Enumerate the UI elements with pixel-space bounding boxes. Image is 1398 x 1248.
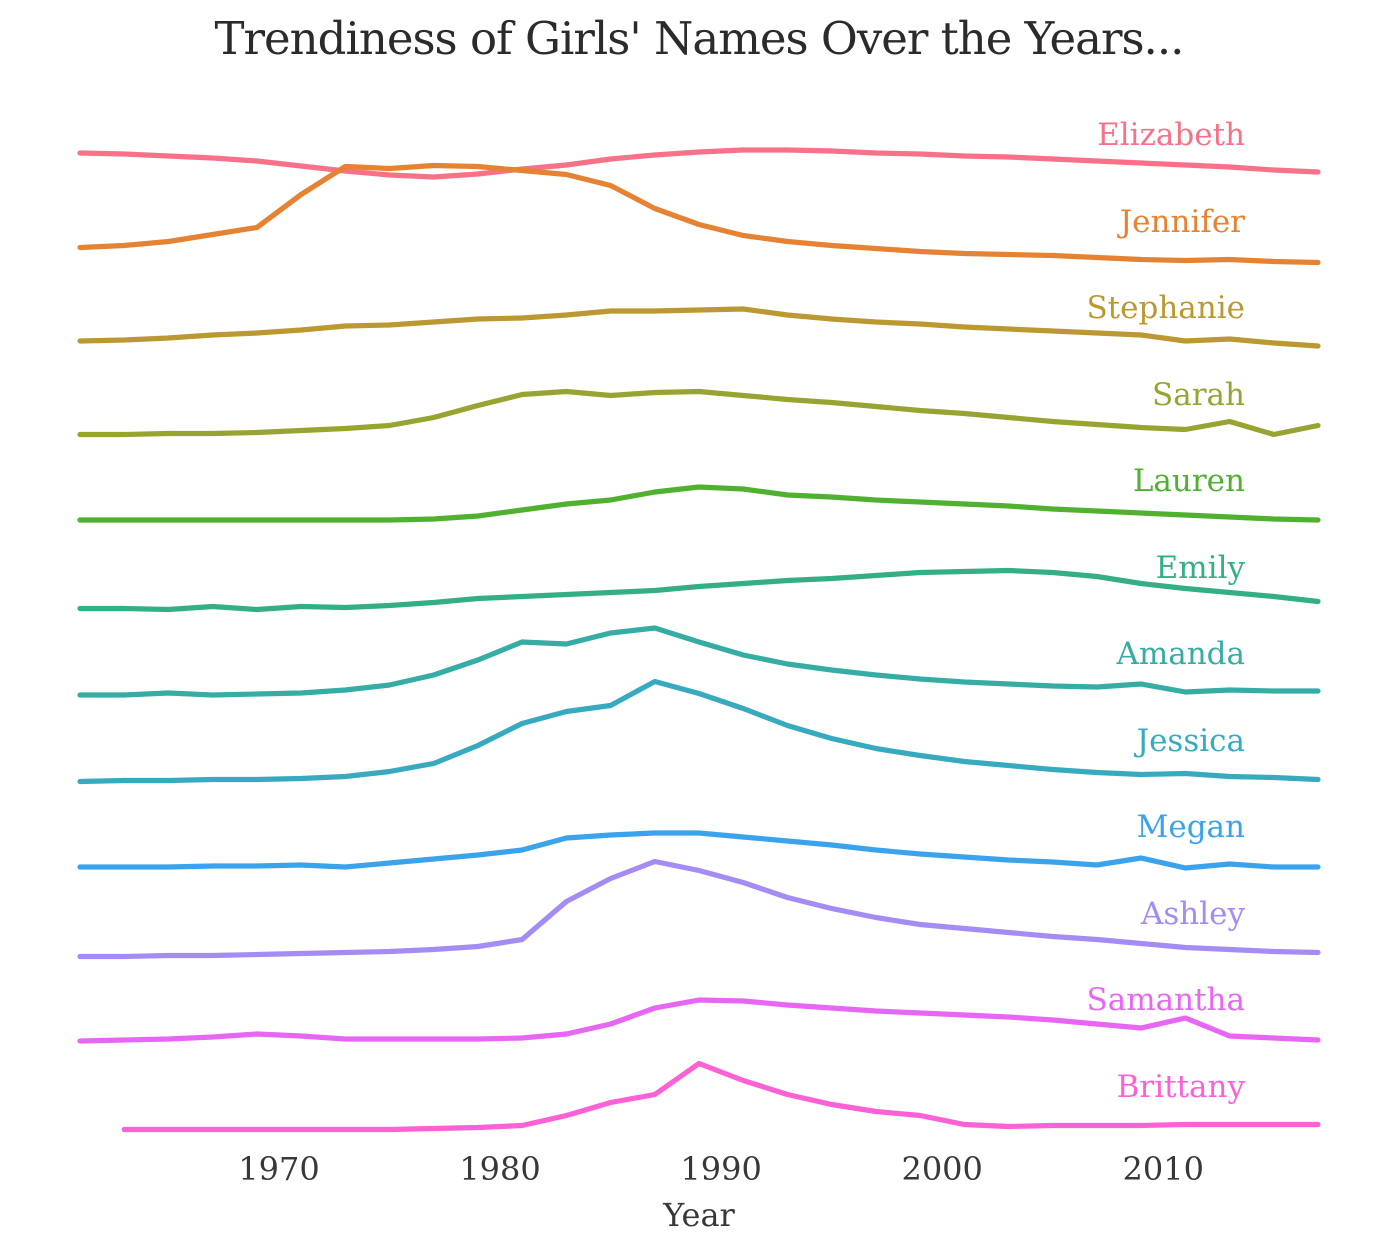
page-title: Trendiness of Girls' Names Over the Year… [214,12,1185,65]
series-line-samantha [77,997,1321,1044]
series-line-sarah [77,388,1321,438]
series-label-jennifer: Jennifer [1119,203,1245,240]
series-line-brittany [121,1060,1321,1133]
series-label-samantha: Samantha [1086,982,1245,1018]
series-label-jessica: Jessica [1136,722,1245,759]
series-line-lauren [77,484,1321,523]
series-label-megan: Megan [1136,809,1245,845]
series-line-amanda [77,625,1321,698]
series-label-elizabeth: Elizabeth [1097,117,1245,153]
series-line-stephanie [77,306,1321,349]
x-tick-1980: 1980 [459,1150,541,1188]
series-label-emily: Emily [1155,549,1245,586]
x-tick-1970: 1970 [238,1150,320,1188]
series-label-brittany: Brittany [1116,1068,1245,1105]
series-label-lauren: Lauren [1132,463,1245,499]
series-line-elizabeth [77,147,1321,180]
series-line-jennifer [77,162,1321,266]
series-line-jessica [77,678,1321,785]
series-line-ashley [77,858,1321,960]
series-line-megan [77,830,1321,871]
x-tick-1990: 1990 [680,1150,762,1188]
x-axis-label: Year [663,1196,735,1234]
x-tick-2010: 2010 [1122,1150,1204,1188]
x-tick-2000: 2000 [901,1150,983,1188]
series-label-stephanie: Stephanie [1086,290,1245,326]
series-label-amanda: Amanda [1116,636,1245,672]
series-label-sarah: Sarah [1152,376,1245,413]
series-line-emily [77,567,1321,613]
series-label-ashley: Ashley [1140,895,1245,932]
